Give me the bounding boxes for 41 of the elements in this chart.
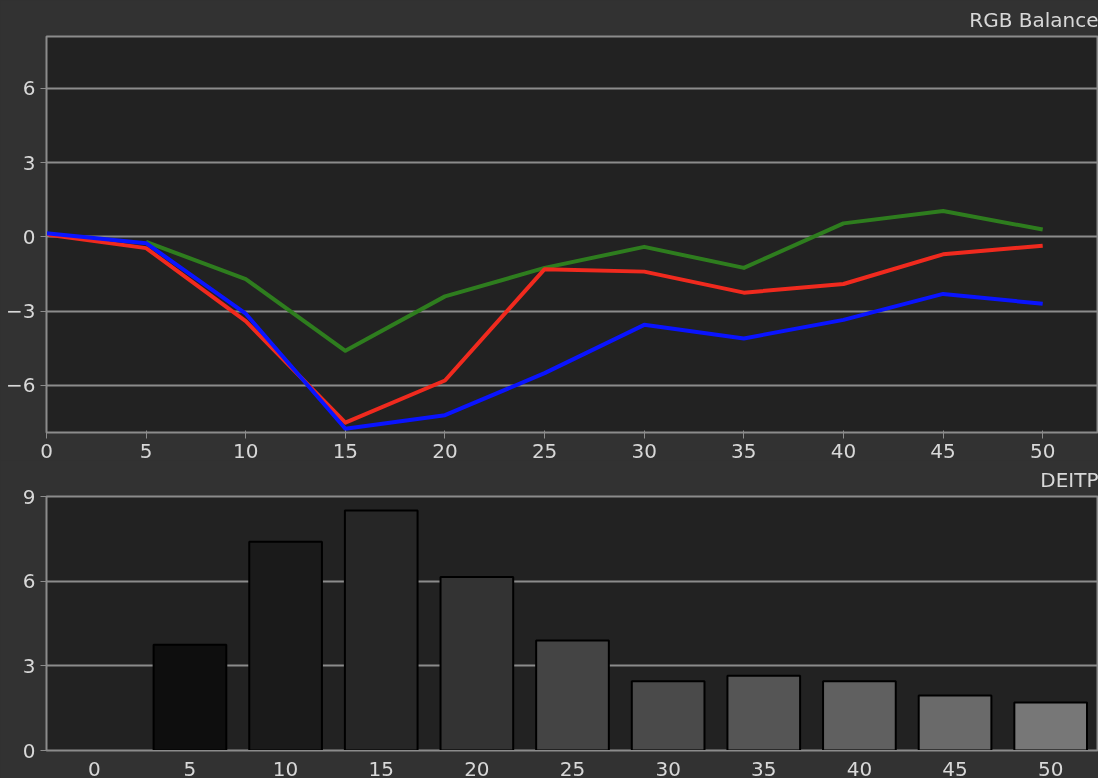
bar xyxy=(1013,701,1089,751)
bar xyxy=(630,680,706,751)
bar xyxy=(726,674,802,751)
y-tick-label: 6 xyxy=(22,76,36,101)
chart-title: RGB Balance xyxy=(969,7,1098,32)
x-tick-label: 25 xyxy=(531,438,558,463)
x-tick-label: 25 xyxy=(559,756,586,778)
x-tick-label: 5 xyxy=(183,756,197,778)
x-tick-label: 45 xyxy=(942,756,968,778)
x-tick-label: 15 xyxy=(368,756,394,778)
x-tick-label: 10 xyxy=(233,438,259,463)
x-tick-label: 50 xyxy=(1029,438,1056,463)
x-tick-label: 50 xyxy=(1037,756,1064,778)
bar xyxy=(152,643,228,751)
y-tick-label: 6 xyxy=(22,569,36,594)
bar xyxy=(439,575,515,751)
x-tick-label: 20 xyxy=(464,756,490,778)
x-tick-label: 45 xyxy=(930,438,956,463)
x-tick-label: 20 xyxy=(432,438,458,463)
x-tick-label: 0 xyxy=(87,756,101,778)
x-tick-label: 35 xyxy=(731,438,757,463)
chart-title: DEITP xyxy=(1040,467,1098,492)
y-tick-label: 9 xyxy=(22,484,36,509)
bar xyxy=(917,694,993,751)
y-tick-label: 0 xyxy=(22,224,36,249)
x-tick-label: 35 xyxy=(751,756,777,778)
y-tick-label: −3 xyxy=(6,299,36,324)
x-tick-label: 5 xyxy=(139,438,153,463)
y-tick-label: −6 xyxy=(6,373,36,398)
y-tick-label: 3 xyxy=(22,150,36,175)
x-tick-label: 15 xyxy=(332,438,359,463)
y-tick-label: 3 xyxy=(22,653,36,678)
x-tick-label: 10 xyxy=(272,756,299,778)
x-tick-label: 40 xyxy=(846,756,873,778)
line-series xyxy=(144,208,1045,353)
x-tick-label: 0 xyxy=(40,438,53,463)
bar xyxy=(535,639,610,751)
x-tick-label: 30 xyxy=(631,438,657,463)
x-tick-label: 40 xyxy=(830,438,857,463)
bar xyxy=(822,680,897,751)
x-tick-label: 30 xyxy=(655,756,681,778)
